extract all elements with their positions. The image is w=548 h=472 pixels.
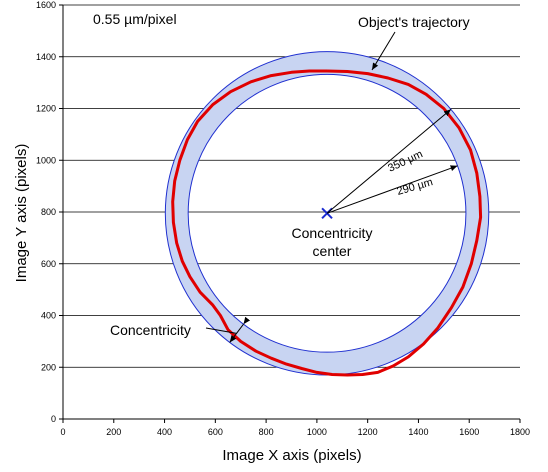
grid-lines: [63, 4, 520, 368]
trajectory-line: [171, 69, 483, 377]
y-tick-label-1200: 1200: [36, 104, 56, 114]
trajectory-series: [171, 69, 483, 377]
center-label-line1: Concentricity: [292, 225, 373, 241]
y-tick-label-200: 200: [41, 362, 56, 372]
x-tick-label-600: 600: [208, 427, 223, 437]
y-axis-title: Image Y axis (pixels): [13, 144, 30, 283]
axes: [59, 4, 521, 423]
y-tick-label-400: 400: [41, 311, 56, 321]
tick-labels: 0 200 400 600 800 1000 1200 1400 1600 1800 0 200 400…: [36, 0, 530, 437]
radius-outer-arrow: [326, 108, 452, 214]
y-tick-label-600: 600: [41, 259, 56, 269]
x-axis-title: Image X axis (pixels): [222, 447, 361, 464]
x-tick-label-0: 0: [60, 427, 65, 437]
y-tick-label-1600: 1600: [36, 0, 56, 10]
x-tick-label-1800: 1800: [510, 427, 530, 437]
y-tick-label-1000: 1000: [36, 155, 56, 165]
y-tick-label-800: 800: [41, 207, 56, 217]
center-label-line2: center: [313, 243, 352, 259]
concentricity-label: Concentricity: [110, 322, 191, 338]
x-tick-label-1200: 1200: [358, 427, 378, 437]
y-tick-label-0: 0: [51, 414, 56, 424]
inner-circle: [187, 73, 467, 353]
x-tick-label-1400: 1400: [408, 427, 428, 437]
radius-outer-label: 350 µm: [386, 148, 425, 174]
trajectory-pointer: [371, 31, 396, 71]
x-tick-label-800: 800: [259, 427, 274, 437]
trajectory-label: Object's trajectory: [358, 14, 470, 30]
radius-inner-arrow: [326, 165, 458, 214]
x-tick-label-200: 200: [106, 427, 121, 437]
scale-text: 0.55 µm/pixel: [93, 11, 177, 27]
x-tick-label-1000: 1000: [307, 427, 327, 437]
radius-inner-label: 290 µm: [396, 176, 435, 198]
concentricity-pointer: [205, 327, 237, 334]
x-tick-label-1600: 1600: [459, 427, 479, 437]
y-tick-label-1400: 1400: [36, 52, 56, 62]
annotations: [205, 31, 458, 343]
x-tick-label-400: 400: [157, 427, 172, 437]
